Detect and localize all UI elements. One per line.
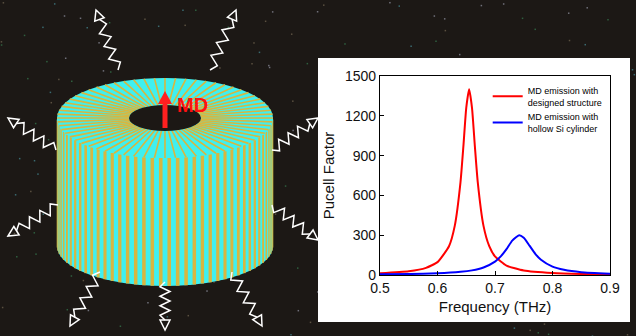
svg-text:0.5: 0.5 — [370, 280, 390, 296]
svg-text:MD emission withdesigned struc: MD emission withdesigned structure — [528, 86, 602, 108]
svg-text:1200: 1200 — [345, 108, 376, 124]
svg-text:0.8: 0.8 — [543, 280, 563, 296]
svg-text:MD: MD — [177, 94, 208, 116]
svg-text:0.6: 0.6 — [428, 280, 448, 296]
svg-text:900: 900 — [353, 148, 377, 164]
svg-text:0: 0 — [368, 267, 376, 283]
svg-text:1500: 1500 — [345, 68, 376, 84]
svg-text:Frequency (THz): Frequency (THz) — [439, 298, 552, 315]
svg-text:MD emission withhollow Si cyli: MD emission withhollow Si cylinder — [528, 112, 599, 134]
svg-text:0.7: 0.7 — [485, 280, 505, 296]
svg-text:600: 600 — [353, 187, 377, 203]
svg-text:Pucell Factor: Pucell Factor — [320, 132, 337, 220]
svg-text:300: 300 — [353, 227, 377, 243]
svg-text:0.9: 0.9 — [600, 280, 620, 296]
